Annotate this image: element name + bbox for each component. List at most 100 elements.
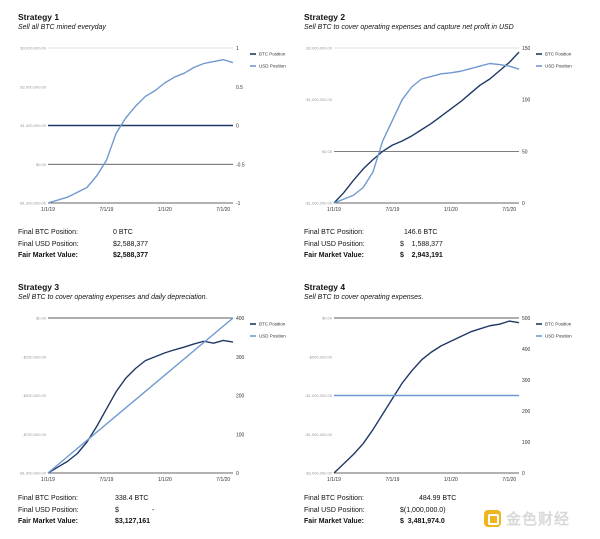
strategy-4-chart: -$2,000,000.00 -$1,500,000.00 -$1,000,000.… bbox=[305, 316, 572, 484]
y-left-tick-label: $3,000,000.00 bbox=[20, 46, 46, 51]
y-left-tick-label: -$500,000.00 bbox=[308, 354, 332, 359]
strategy-title: Strategy 4 bbox=[304, 282, 346, 292]
y-left-tick-label: $0.00 bbox=[36, 162, 47, 167]
strategy-title: Strategy 1 bbox=[18, 12, 60, 22]
y-right-tick-label: 100 bbox=[522, 440, 531, 446]
y-right-tick-label: 300 bbox=[236, 355, 245, 361]
summary-value: 484.99 BTC bbox=[419, 495, 457, 502]
strategy-2-chart: -$1,000,000.00 $0.00 $1,000,000.00 $2,000,0… bbox=[305, 46, 572, 214]
x-tick-label: 1/1/20 bbox=[158, 207, 172, 213]
summary-label: Fair Market Value: bbox=[18, 252, 78, 259]
strategy-1-chart: -$1,000,000.00 $0.00 $1,000,000.00 $2,000,0… bbox=[19, 46, 286, 214]
watermark-logo-icon bbox=[484, 510, 501, 527]
legend-label: USD Position bbox=[545, 64, 572, 69]
series-line-usd bbox=[47, 317, 234, 474]
x-tick-label: 1/1/19 bbox=[41, 477, 55, 483]
x-tick-label: 7/1/19 bbox=[385, 207, 399, 213]
watermark-text: 金色财经 bbox=[506, 511, 571, 528]
summary-value: 338.4 BTC bbox=[115, 495, 149, 502]
strategy-subtitle: Sell BTC to cover operating expenses and… bbox=[304, 24, 514, 31]
strategy-title: Strategy 2 bbox=[304, 12, 346, 22]
y-right-tick-label: 400 bbox=[236, 316, 245, 322]
x-tick-label: 1/1/20 bbox=[444, 207, 458, 213]
y-left-tick-label: -$2,000,000.00 bbox=[305, 471, 333, 476]
y-left-tick-label: $2,000,000.00 bbox=[306, 46, 332, 51]
strategy-3-chart: -$1,000,000.00 -$750,000.00 -$500,000.00 -$… bbox=[19, 316, 286, 484]
x-tick-label: 7/1/20 bbox=[502, 477, 516, 483]
y-left-tick-label: -$1,000,000.00 bbox=[19, 201, 47, 206]
x-tick-label: 7/1/20 bbox=[216, 477, 230, 483]
series-line-usd bbox=[47, 58, 234, 204]
summary-label: Fair Market Value: bbox=[304, 252, 364, 259]
strategy-title: Strategy 3 bbox=[18, 282, 60, 292]
summary-value: $2,588,377 bbox=[113, 240, 149, 248]
summary-label: Final BTC Position: bbox=[18, 229, 78, 236]
y-left-tick-label: -$250,000.00 bbox=[22, 354, 46, 359]
strategy-subtitle: Sell all BTC mined everyday bbox=[18, 24, 106, 31]
summary-value: $ 1,588,377 bbox=[400, 240, 443, 248]
y-right-tick-label: 100 bbox=[522, 98, 531, 104]
series-line-btc bbox=[333, 320, 520, 474]
x-tick-label: 1/1/19 bbox=[327, 207, 341, 213]
y-right-tick-label: 0 bbox=[236, 124, 239, 130]
summary-label: Final USD Position: bbox=[304, 506, 365, 514]
x-tick-label: 1/1/20 bbox=[158, 477, 172, 483]
y-right-tick-label: 500 bbox=[522, 316, 531, 322]
summary-value: 146.6 BTC bbox=[404, 229, 438, 236]
strategy-3-panel: Strategy 3 Sell BTC to cover operating e… bbox=[0, 270, 300, 539]
summary-value: $3,127,161 bbox=[115, 518, 151, 525]
x-tick-label: 7/1/19 bbox=[99, 207, 113, 213]
x-tick-label: 7/1/19 bbox=[99, 477, 113, 483]
x-tick-label: 1/1/20 bbox=[444, 477, 458, 483]
summary-value: $2,588,377 bbox=[113, 252, 149, 259]
summary-label: Final BTC Position: bbox=[18, 495, 78, 502]
y-left-tick-label: -$1,000,000.00 bbox=[305, 393, 333, 398]
y-left-tick-label: $0.00 bbox=[322, 316, 333, 321]
y-right-tick-label: 100 bbox=[236, 432, 245, 438]
summary-value: $ 2,943,191 bbox=[400, 252, 443, 259]
watermark: 金色财经 bbox=[484, 508, 570, 529]
x-tick-label: 1/1/19 bbox=[327, 477, 341, 483]
y-left-tick-label: -$1,000,000.00 bbox=[305, 201, 333, 206]
series-line-btc bbox=[333, 51, 520, 204]
summary-label: Final USD Position: bbox=[304, 240, 365, 248]
y-left-tick-label: -$1,500,000.00 bbox=[305, 432, 333, 437]
y-left-tick-label: -$750,000.00 bbox=[22, 432, 46, 437]
y-right-tick-label: 150 bbox=[522, 46, 531, 52]
y-right-tick-label: 200 bbox=[236, 394, 245, 400]
y-right-tick-label: 0 bbox=[522, 201, 525, 207]
y-left-tick-label: $2,000,000.00 bbox=[20, 84, 46, 89]
y-left-tick-label: -$500,000.00 bbox=[22, 393, 46, 398]
y-right-tick-label: -1 bbox=[236, 201, 241, 207]
summary-label: Final BTC Position: bbox=[304, 229, 364, 236]
series-line-btc bbox=[47, 339, 234, 474]
y-left-tick-label: $1,000,000.00 bbox=[20, 123, 46, 128]
strategy-2-panel: Strategy 2 Sell BTC to cover operating e… bbox=[286, 0, 586, 269]
legend-label: BTC Position bbox=[259, 52, 286, 57]
y-left-tick-label: $0.00 bbox=[322, 149, 333, 154]
summary-label: Final BTC Position: bbox=[304, 495, 364, 502]
y-right-tick-label: 1 bbox=[236, 46, 239, 52]
summary-value: $ - bbox=[115, 506, 155, 514]
summary-value: $ 3,481,974.0 bbox=[400, 518, 445, 525]
y-right-tick-label: 0 bbox=[522, 471, 525, 477]
legend-label: BTC Position bbox=[545, 52, 572, 57]
x-tick-label: 1/1/19 bbox=[41, 207, 55, 213]
y-right-tick-label: 50 bbox=[522, 149, 528, 155]
summary-label: Final USD Position: bbox=[18, 240, 79, 248]
legend-label: USD Position bbox=[545, 334, 572, 339]
legend-label: BTC Position bbox=[545, 322, 572, 327]
y-left-tick-label: $1,000,000.00 bbox=[306, 97, 332, 102]
legend-label: BTC Position bbox=[259, 322, 286, 327]
y-right-tick-label: -0.5 bbox=[236, 162, 245, 168]
y-right-tick-label: 400 bbox=[522, 347, 531, 353]
x-tick-label: 7/1/20 bbox=[502, 207, 516, 213]
summary-value: 0 BTC bbox=[113, 229, 133, 236]
legend-label: USD Position bbox=[259, 64, 286, 69]
legend-label: USD Position bbox=[259, 334, 286, 339]
strategy-subtitle: Sell BTC to cover operating expenses and… bbox=[18, 294, 208, 301]
series-line-usd bbox=[333, 62, 520, 204]
summary-value: $(1,000,000.0) bbox=[400, 506, 446, 514]
y-right-tick-label: 300 bbox=[522, 378, 531, 384]
summary-label: Fair Market Value: bbox=[304, 518, 364, 525]
